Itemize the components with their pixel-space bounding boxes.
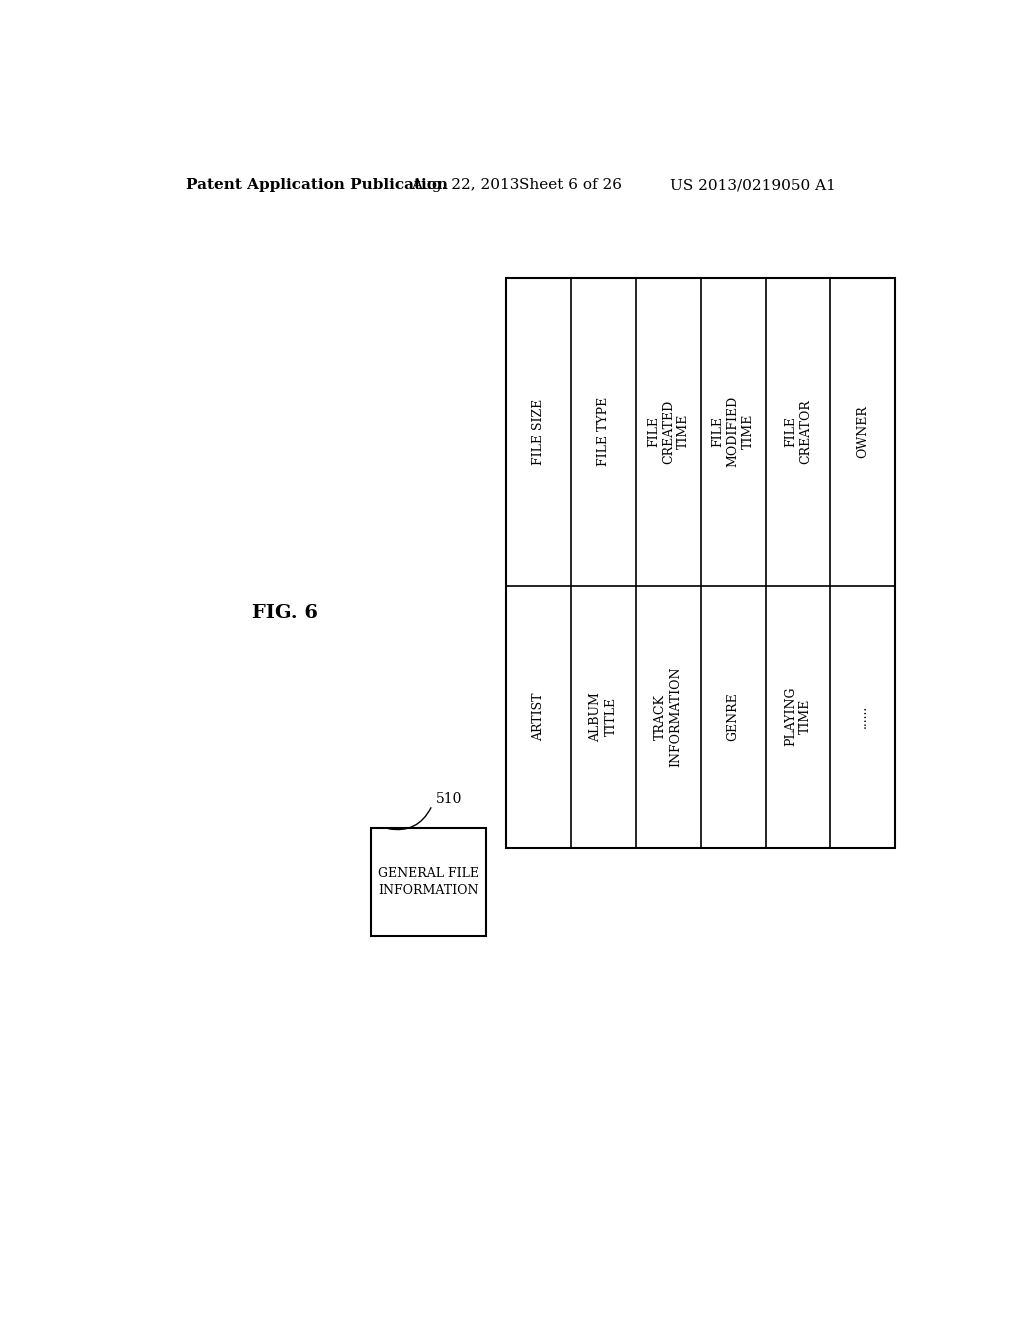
Text: GENERAL FILE
INFORMATION: GENERAL FILE INFORMATION bbox=[378, 867, 479, 898]
Text: FILE TYPE: FILE TYPE bbox=[597, 397, 610, 466]
Text: OWNER: OWNER bbox=[856, 405, 869, 458]
Text: ARTIST: ARTIST bbox=[532, 693, 545, 741]
Text: FILE
CREATOR: FILE CREATOR bbox=[784, 400, 812, 465]
Text: FILE
CREATED
TIME: FILE CREATED TIME bbox=[647, 400, 690, 463]
Text: ALBUM
TITLE: ALBUM TITLE bbox=[590, 692, 617, 742]
Text: GENRE: GENRE bbox=[727, 692, 739, 741]
Bar bbox=[371, 829, 486, 936]
Text: FILE
MODIFIED
TIME: FILE MODIFIED TIME bbox=[712, 396, 755, 467]
Text: FILE SIZE: FILE SIZE bbox=[532, 399, 545, 465]
Text: 510: 510 bbox=[436, 792, 463, 807]
Text: PLAYING
TIME: PLAYING TIME bbox=[784, 686, 812, 746]
Text: ......: ...... bbox=[856, 705, 869, 729]
Text: FIG. 6: FIG. 6 bbox=[252, 603, 318, 622]
Bar bbox=[506, 277, 895, 847]
Text: Aug. 22, 2013: Aug. 22, 2013 bbox=[411, 178, 519, 193]
Text: US 2013/0219050 A1: US 2013/0219050 A1 bbox=[671, 178, 837, 193]
Text: Sheet 6 of 26: Sheet 6 of 26 bbox=[519, 178, 623, 193]
Text: TRACK
INFORMATION: TRACK INFORMATION bbox=[654, 667, 682, 767]
Text: Patent Application Publication: Patent Application Publication bbox=[186, 178, 449, 193]
